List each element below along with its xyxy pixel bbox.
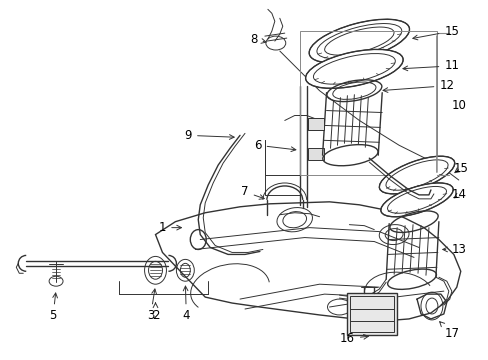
Polygon shape: [155, 202, 460, 321]
Text: 14: 14: [450, 188, 466, 201]
Bar: [307, 148, 323, 160]
Text: 13: 13: [442, 243, 465, 256]
Text: 1: 1: [159, 221, 181, 234]
Text: 15: 15: [412, 24, 458, 40]
Ellipse shape: [379, 156, 454, 194]
Text: 16: 16: [339, 332, 367, 345]
Text: 4: 4: [182, 286, 190, 323]
Text: 15: 15: [452, 162, 467, 175]
Bar: [350, 296, 393, 332]
Ellipse shape: [305, 49, 402, 88]
Text: 8: 8: [250, 33, 265, 46]
Text: 6: 6: [254, 139, 295, 152]
Text: 12: 12: [382, 79, 453, 93]
Bar: [307, 118, 323, 130]
Text: 11: 11: [402, 59, 458, 72]
Text: 10: 10: [450, 99, 465, 112]
Ellipse shape: [308, 19, 408, 63]
Ellipse shape: [380, 183, 452, 217]
Text: 9: 9: [184, 129, 234, 142]
Text: 17: 17: [439, 322, 458, 340]
Bar: [346, 293, 396, 335]
Text: 5: 5: [49, 293, 58, 323]
Text: 2: 2: [151, 303, 159, 323]
Bar: [307, 118, 323, 130]
Text: 7: 7: [241, 185, 264, 199]
Text: 3: 3: [146, 289, 156, 323]
Bar: [299, 31, 436, 175]
